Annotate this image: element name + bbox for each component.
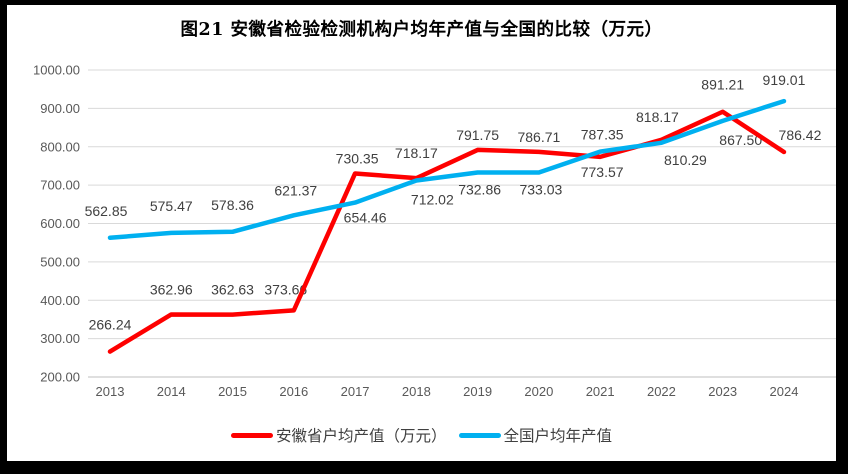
frame-border-bottom [0,461,848,474]
data-label: 621.37 [274,182,317,198]
data-label: 578.36 [211,197,254,213]
x-tick-label: 2019 [463,384,492,399]
y-tick-label: 800.00 [40,139,80,154]
legend-line-swatch-red [230,432,273,438]
data-label: 787.35 [581,127,624,143]
legend-item-anhui: 安徽省户均产值（万元） [230,424,447,446]
series-line [107,109,787,354]
x-tick-label: 2023 [708,384,737,399]
x-tick-label: 2013 [96,384,125,399]
data-label: 562.85 [85,203,128,219]
y-tick-label: 900.00 [40,101,80,116]
y-tick-label: 600.00 [40,216,80,231]
legend-line-swatch-blue [458,432,501,438]
data-label: 266.24 [89,317,132,333]
x-tick-label: 2017 [341,384,370,399]
legend-label-anhui: 安徽省户均产值（万元） [275,428,447,445]
data-label: 891.21 [701,77,744,93]
data-label: 786.71 [517,129,560,145]
y-tick-label: 500.00 [40,254,80,269]
y-tick-label: 1000.00 [33,63,80,78]
frame-border-right [836,0,848,474]
chart-legend: 安徽省户均产值（万元） 全国户均年产值 [7,424,836,446]
data-label: 733.03 [519,181,562,197]
x-tick-label: 2014 [157,384,186,399]
data-label: 718.17 [395,145,438,161]
y-tick-label: 400.00 [40,293,80,308]
x-tick-label: 2018 [402,384,431,399]
data-label: 712.02 [411,192,454,208]
data-label: 732.86 [458,182,501,198]
data-label: 362.63 [211,282,254,298]
y-tick-label: 200.00 [40,370,80,385]
y-tick-label: 300.00 [40,331,80,346]
data-label: 575.47 [150,198,193,214]
x-tick-label: 2024 [770,384,799,399]
data-label: 773.57 [581,164,624,180]
data-label: 654.46 [344,210,387,226]
x-tick-label: 2021 [586,384,615,399]
data-label: 919.01 [763,72,806,88]
frame-border-top [0,0,848,5]
data-label: 867.50 [719,132,762,148]
data-label: 362.96 [150,281,193,297]
data-label: 730.35 [336,150,379,166]
x-tick-label: 2015 [218,384,247,399]
chart-title: 图21 安徽省检验检测机构户均年产值与全国的比较（万元） [180,20,663,40]
data-label: 786.42 [779,127,822,143]
y-tick-label: 700.00 [40,178,80,193]
legend-label-national: 全国户均年产值 [503,428,613,445]
frame-border-left [0,0,7,474]
series-line [107,98,787,241]
data-label: 818.17 [636,109,679,125]
x-tick-label: 2020 [524,384,553,399]
x-tick-label: 2022 [647,384,676,399]
legend-item-national: 全国户均年产值 [458,424,613,446]
data-label: 810.29 [664,152,707,168]
data-label: 791.75 [456,127,499,143]
x-tick-label: 2016 [279,384,308,399]
data-label: 373.66 [264,281,307,297]
